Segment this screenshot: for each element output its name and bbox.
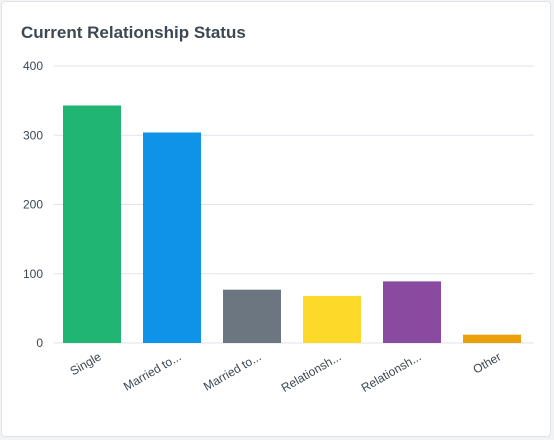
chart-title: Current Relationship Status (21, 23, 246, 42)
y-tick-label: 400 (23, 59, 43, 73)
x-axis-labels: Single Married to... Married to... Relation… (68, 349, 504, 395)
x-category-label: Single (68, 349, 104, 378)
y-axis-ticks: 0 100 200 300 400 (23, 59, 43, 350)
x-category-label: Relationsh... (279, 349, 344, 394)
y-tick-label: 100 (23, 267, 43, 281)
y-tick-label: 300 (23, 128, 43, 142)
bar-4[interactable] (383, 281, 441, 343)
x-category-label: Relationsh... (359, 349, 424, 394)
x-category-label: Other (471, 349, 504, 376)
y-tick-label: 200 (23, 198, 43, 212)
bar-0[interactable] (63, 105, 121, 343)
bar-3[interactable] (303, 295, 361, 343)
x-category-label: Married to... (121, 349, 183, 393)
bars (63, 105, 521, 343)
y-tick-label: 0 (36, 336, 43, 350)
x-category-label: Married to... (201, 349, 263, 393)
grid-lines (54, 65, 534, 344)
bar-2[interactable] (223, 289, 281, 343)
bar-1[interactable] (143, 132, 201, 343)
bar-5[interactable] (463, 334, 521, 343)
